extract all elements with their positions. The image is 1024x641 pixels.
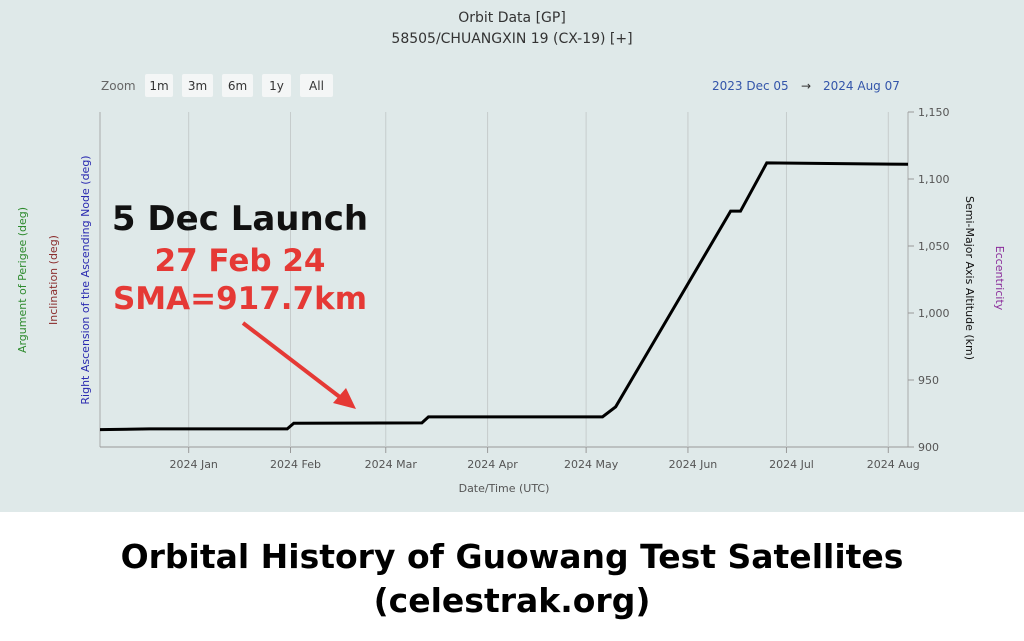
annotations: 5 Dec Launch 27 Feb 24 SMA=917.7km [112,199,368,409]
annotation-arrow [241,321,347,403]
zoom-button[interactable] [182,74,213,97]
zoom-button-label[interactable]: 1y [269,79,284,93]
annotation: SMA=917.7km [113,281,367,317]
range-arrow: → [801,79,811,93]
data-line [99,161,909,432]
zoom-button[interactable] [222,74,253,97]
caption: (celestrak.org) [374,581,651,620]
x-tick-label: 2024 Feb [270,458,321,471]
y-tick-label: 1,050 [918,240,950,253]
zoom-button-label[interactable]: 6m [228,79,247,93]
y-tick-label: 1,000 [918,307,950,320]
annotation: 27 Feb 24 [155,243,326,279]
range-from[interactable]: 2023 Dec 05 [712,79,789,93]
right-axis-label: Semi-Major Axis Altitude (km) [963,196,976,360]
caption: Orbital History of Guowang Test Satellit… [121,537,904,576]
zoom-button-label[interactable]: All [309,79,324,93]
annotation: 5 Dec Launch [112,199,368,239]
x-tick-label: 2024 Apr [467,458,518,471]
range-to[interactable]: 2024 Aug 07 [823,79,900,93]
chart-subtitle: 58505/CHUANGXIN 19 (CX-19) [+] [391,31,632,47]
x-tick-label: 2024 Aug [867,458,920,471]
zoom-button[interactable] [145,74,173,97]
zoom-button-label[interactable]: 1m [149,79,168,93]
left-axis-label: Argument of Perigee (deg) [16,207,29,353]
y-tick-label: 1,100 [918,173,950,186]
y-tick-label: 1,150 [918,106,950,119]
x-tick-label: 2024 Jun [669,458,718,471]
annotation-arrowhead [333,388,356,409]
zoom-label: Zoom [101,79,136,93]
y-tick-label: 950 [918,374,939,387]
left-axis-label: Inclination (deg) [47,235,60,325]
zoom-button-label[interactable]: 3m [188,79,207,93]
y-tick-label: 900 [918,441,939,454]
left-axis-label: Right Ascension of the Ascending Node (d… [79,155,92,404]
zoom-button[interactable] [300,74,333,97]
x-tick-label: 2024 Mar [365,458,418,471]
x-tick-label: 2024 May [564,458,619,471]
x-tick-label: 2024 Jan [169,458,217,471]
right-axis-label: Eccentricity [993,246,1006,311]
chart-title: Orbit Data [GP] [458,10,566,26]
x-tick-label: 2024 Jul [769,458,814,471]
x-axis-label: Date/Time (UTC) [459,482,550,495]
zoom-button[interactable] [262,74,291,97]
